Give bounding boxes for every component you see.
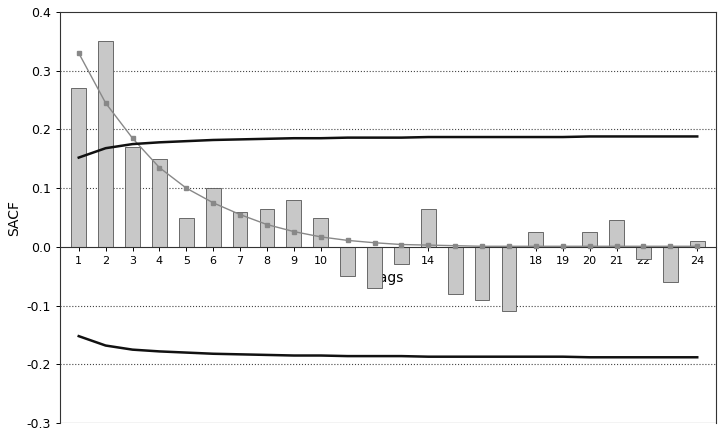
X-axis label: Lags: Lags: [372, 272, 404, 286]
Bar: [448, 247, 463, 294]
Bar: [502, 247, 516, 311]
Bar: [233, 212, 247, 247]
Bar: [125, 147, 140, 247]
Bar: [663, 247, 677, 282]
Bar: [72, 88, 86, 247]
Bar: [179, 218, 194, 247]
Bar: [98, 41, 113, 247]
Bar: [367, 247, 382, 288]
Bar: [421, 208, 436, 247]
Bar: [394, 247, 408, 265]
Y-axis label: SACF: SACF: [7, 199, 21, 236]
Bar: [636, 247, 651, 258]
Bar: [341, 247, 355, 276]
Bar: [286, 200, 301, 247]
Bar: [152, 159, 167, 247]
Bar: [582, 232, 597, 247]
Bar: [313, 218, 328, 247]
Bar: [690, 241, 705, 247]
Bar: [475, 247, 489, 300]
Bar: [609, 220, 624, 247]
Bar: [260, 208, 274, 247]
Bar: [529, 232, 543, 247]
Bar: [206, 188, 221, 247]
